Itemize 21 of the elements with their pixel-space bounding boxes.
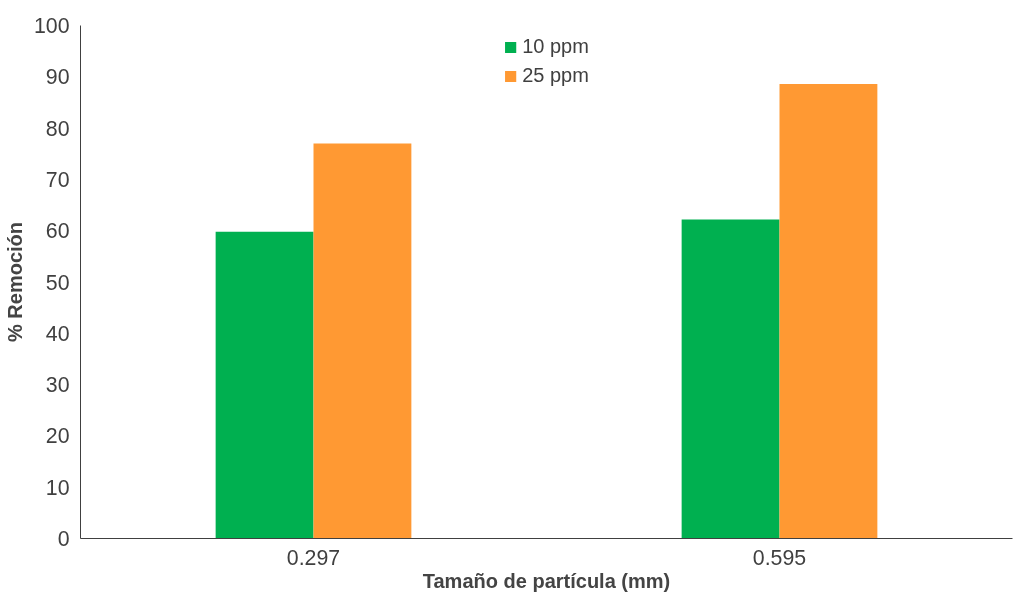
bar <box>681 219 780 539</box>
y-tick-label: 90 <box>45 65 70 90</box>
legend-label: 10 ppm <box>522 35 589 58</box>
y-tick-label: 60 <box>45 219 70 244</box>
legend-label: 25 ppm <box>522 64 589 87</box>
y-tick-label: 40 <box>45 321 70 346</box>
y-axis-title: % Remoción <box>3 221 26 343</box>
bar <box>215 231 314 539</box>
x-axis-title: Tamaño de partícula (mm) <box>422 569 671 592</box>
x-tick-label: 0.595 <box>752 545 807 570</box>
y-tick-label: 20 <box>45 424 70 449</box>
y-tick-label: 70 <box>45 167 70 192</box>
y-tick-label: 80 <box>45 116 70 141</box>
y-tick-label: 10 <box>45 475 70 500</box>
y-tick-label: 30 <box>45 373 70 398</box>
x-tick-label: 0.297 <box>286 545 341 570</box>
y-tick-label: 100 <box>33 14 70 38</box>
y-tick-label: 50 <box>45 270 70 295</box>
bar <box>313 143 412 539</box>
bar <box>779 83 878 539</box>
y-tick-label: 0 <box>57 527 70 551</box>
